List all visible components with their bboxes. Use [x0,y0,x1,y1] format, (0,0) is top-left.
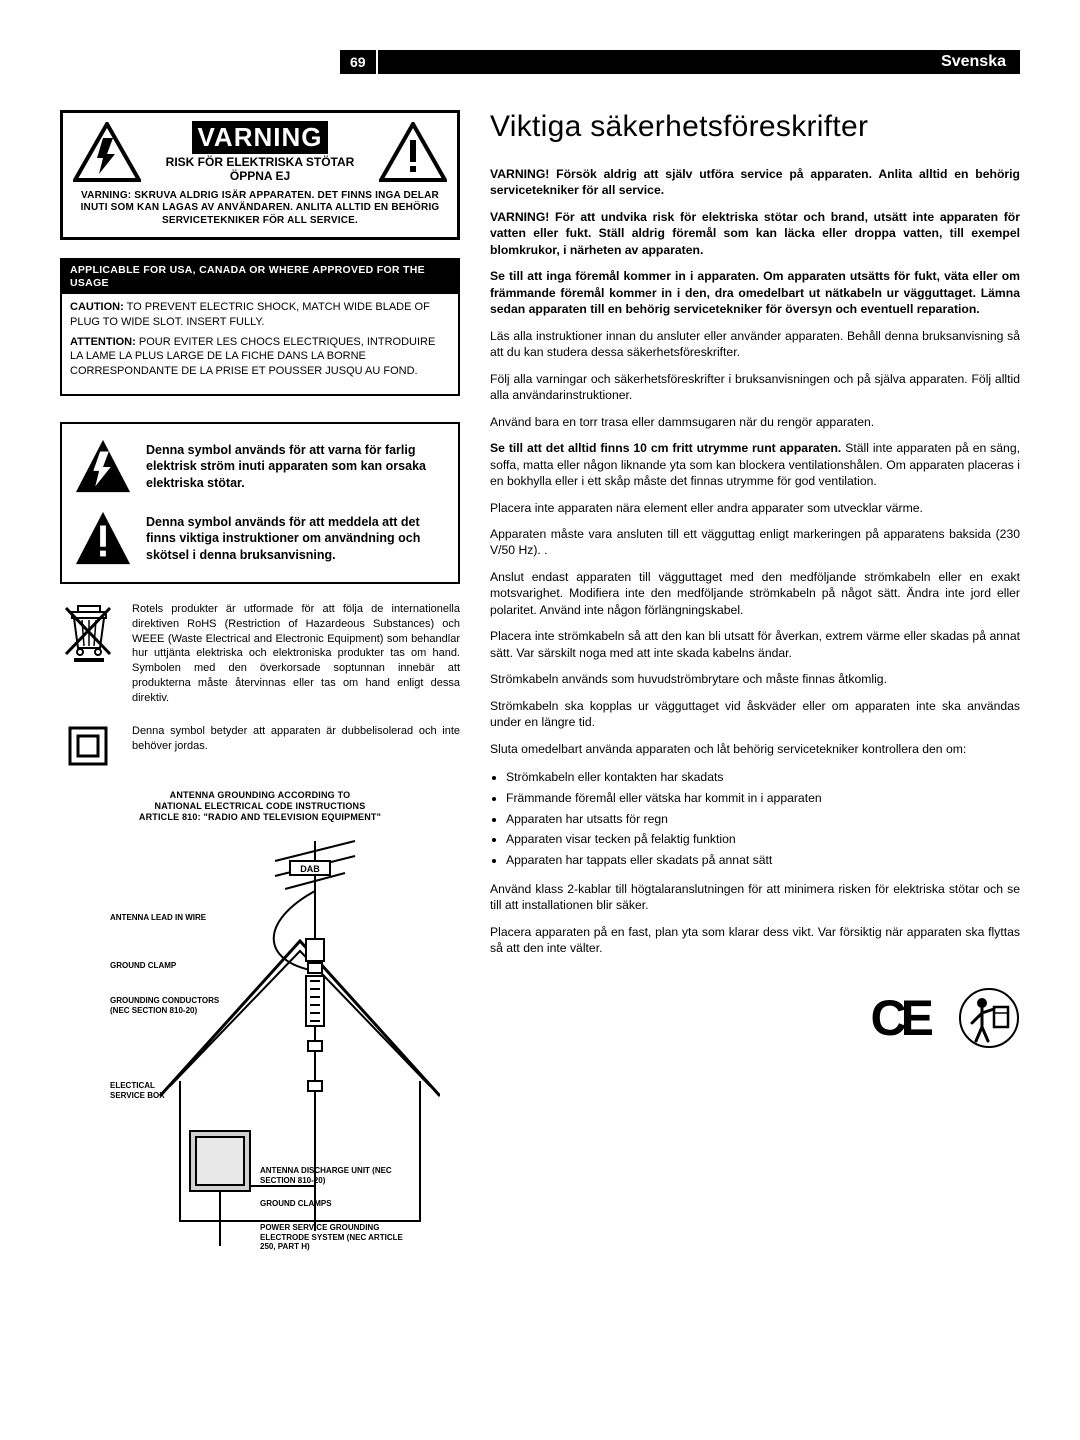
symbol-exclaim-text: Denna symbol används för att meddela att… [146,514,446,565]
para-3: Se till att inga föremål kommer in i app… [490,268,1020,317]
usa-body: CAUTION: TO PREVENT ELECTRIC SHOCK, MATC… [62,294,458,393]
exclaim-triangle-icon [379,122,447,182]
label-lead-in: ANTENNA LEAD IN WIRE [110,913,206,922]
para-6: Använd bara en torr trasa eller dammsuga… [490,414,1020,430]
symbol-row-lightning: Denna symbol används för att varna för f… [74,438,446,496]
para-15: Använd klass 2-kablar till högtalaranslu… [490,881,1020,914]
warning-title-block: VARNING RISK FÖR ELEKTRISKA STÖTAR ÖPPNA… [147,121,373,184]
para-8: Placera inte apparaten nära element elle… [490,500,1020,516]
para-16: Placera apparaten på en fast, plan yta s… [490,924,1020,957]
svg-text:DAB: DAB [300,864,320,874]
para-11: Placera inte strömkabeln så att den kan … [490,628,1020,661]
caution-text: TO PREVENT ELECTRIC SHOCK, MATCH WIDE BL… [70,301,430,327]
para-13: Strömkabeln ska kopplas ur vägguttaget v… [490,698,1020,731]
bullet-list: Strömkabeln eller kontakten har skadats … [506,767,1020,871]
label-discharge-unit: ANTENNA DISCHARGE UNIT (NEC SECTION 810-… [260,1166,400,1184]
para-10: Anslut endast apparaten till vägguttaget… [490,569,1020,618]
content-columns: VARNING RISK FÖR ELEKTRISKA STÖTAR ÖPPNA… [60,110,1020,1261]
diagram-title-l1: ANTENNA GROUNDING ACCORDING TO [60,790,460,801]
para-5: Följ alla varningar och säkerhetsföreskr… [490,371,1020,404]
list-item: Apparaten har utsatts för regn [506,809,1020,830]
main-title: Viktiga säkerhetsföreskrifter [490,110,1020,144]
warning-title: VARNING [192,121,329,154]
diagram-svg: DAB [60,831,440,1261]
page-number: 69 [340,50,376,74]
exclaim-triangle-icon [74,510,132,568]
list-item: Strömkabeln eller kontakten har skadats [506,767,1020,788]
warning-subtitle-1: RISK FÖR ELEKTRISKA STÖTAR [147,156,373,170]
para-7-bold: Se till att det alltid finns 10 cm fritt… [490,441,841,455]
label-grounding-conductors: GROUNDING CONDUCTORS (NEC SECTION 810-20… [110,996,220,1014]
para-7: Se till att det alltid finns 10 cm fritt… [490,440,1020,489]
diagram-title: ANTENNA GROUNDING ACCORDING TO NATIONAL … [60,790,460,824]
warning-subtitle-2: ÖPPNA EJ [147,170,373,184]
disposal-person-icon [958,987,1020,1049]
para-4: Läs alla instruktioner innan du ansluter… [490,328,1020,361]
attention-label: ATTENTION: [70,336,136,348]
para-12: Strömkabeln används som huvudströmbrytar… [490,671,1020,687]
para-14: Sluta omedelbart använda apparaten och l… [490,741,1020,757]
warning-box: VARNING RISK FÖR ELEKTRISKA STÖTAR ÖPPNA… [60,110,460,240]
ce-mark-icon: CE [871,989,928,1047]
usa-head: APPLICABLE FOR USA, CANADA OR WHERE APPR… [62,260,458,294]
label-ground-clamps: GROUND CLAMPS [260,1199,332,1208]
weee-row: Rotels produkter är utformade för att fö… [60,602,460,706]
header-spacer [60,50,340,74]
list-item: Apparaten visar tecken på felaktig funkt… [506,829,1020,850]
right-column: Viktiga säkerhetsföreskrifter VARNING! F… [490,110,1020,1261]
caution-label: CAUTION: [70,301,124,313]
double-insulated-text: Denna symbol betyder att apparaten är du… [132,724,460,768]
antenna-grounding-diagram: DAB [60,831,440,1261]
weee-text: Rotels produkter är utformade för att fö… [132,602,460,706]
label-ground-clamp: GROUND CLAMP [110,961,176,970]
para-2: VARNING! För att undvika risk för elektr… [490,209,1020,258]
symbol-row-exclaim: Denna symbol används för att meddela att… [74,510,446,568]
usa-canada-box: APPLICABLE FOR USA, CANADA OR WHERE APPR… [60,258,460,396]
lightning-triangle-icon [74,438,132,496]
header-fill [378,50,927,74]
weee-bin-icon [60,602,118,664]
list-item: Främmande föremål eller vätska har kommi… [506,788,1020,809]
list-item: Apparaten har tappats eller skadats på a… [506,850,1020,871]
label-power-service-grounding: POWER SERVICE GROUNDING ELECTRODE SYSTEM… [260,1223,420,1251]
header-language: Svenska [927,50,1020,74]
left-column: VARNING RISK FÖR ELEKTRISKA STÖTAR ÖPPNA… [60,110,460,1261]
label-service-box: ELECTICAL SERVICE BOX [110,1081,180,1099]
para-1: VARNING! Försök aldrig att själv utföra … [490,166,1020,199]
header-bar: 69 Svenska [60,50,1020,74]
warning-row: VARNING RISK FÖR ELEKTRISKA STÖTAR ÖPPNA… [73,121,447,184]
double-insulated-row: Denna symbol betyder att apparaten är du… [60,724,460,768]
symbol-lightning-text: Denna symbol används för att varna för f… [146,442,446,493]
diagram-title-l2: NATIONAL ELECTRICAL CODE INSTRUCTIONS [60,801,460,812]
compliance-marks: CE [490,987,1020,1049]
warning-text: VARNING: SKRUVA ALDRIG ISÄR APPARATEN. D… [73,190,447,228]
diagram-title-l3: ARTICLE 810: "RADIO AND TELEVISION EQUIP… [60,812,460,823]
para-9: Apparaten måste vara ansluten till ett v… [490,526,1020,559]
double-insulated-icon [60,724,118,768]
symbol-explanation-box: Denna symbol används för att varna för f… [60,422,460,584]
lightning-triangle-icon [73,122,141,182]
